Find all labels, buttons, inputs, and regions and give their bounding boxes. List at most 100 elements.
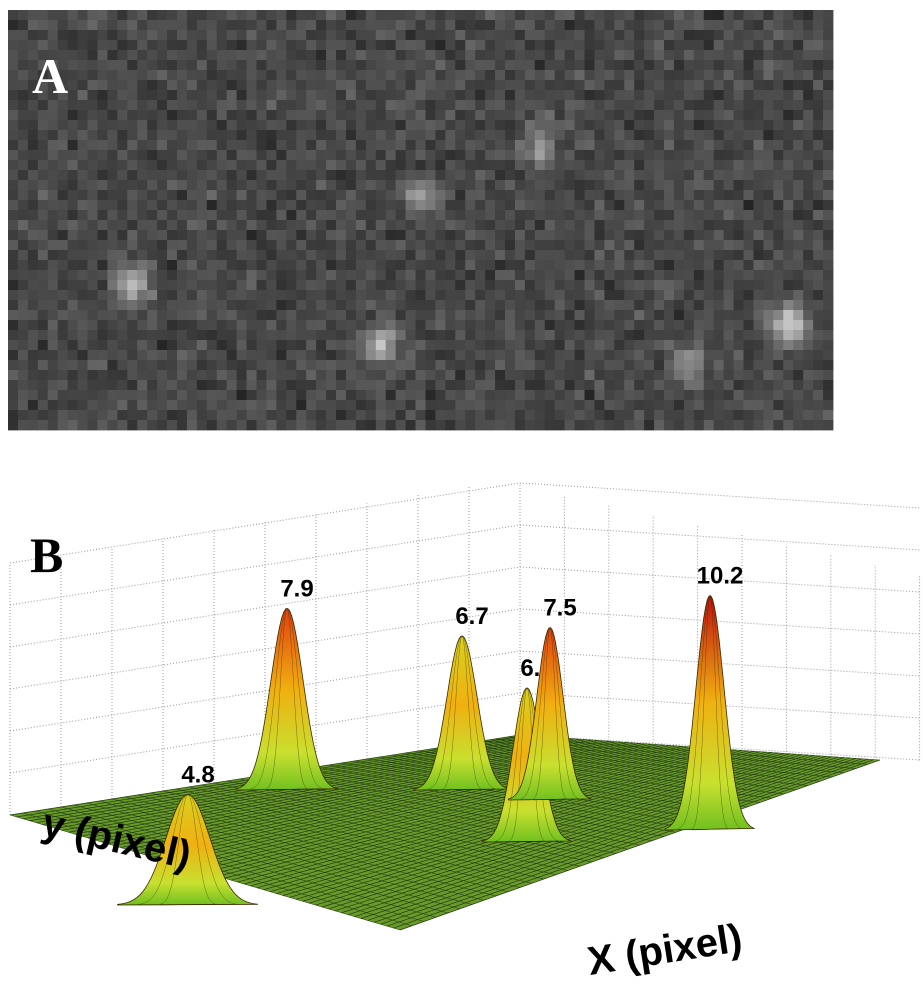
pixel [147, 270, 157, 280]
pixel [386, 380, 396, 390]
pixel [396, 390, 406, 400]
pixel [624, 310, 634, 320]
pixel [237, 200, 247, 210]
pixel [296, 360, 306, 370]
pixel [406, 10, 416, 20]
pixel [435, 280, 445, 290]
pixel [336, 340, 346, 350]
pixel [475, 160, 485, 170]
pixel [734, 240, 744, 250]
pixel [515, 180, 525, 190]
pixel [475, 60, 485, 70]
pixel [107, 170, 117, 180]
pixel [217, 250, 227, 260]
pixel [416, 390, 426, 400]
pixel [107, 370, 117, 380]
pixel [8, 170, 18, 180]
pixel [247, 360, 257, 370]
pixel [207, 210, 217, 220]
pixel [585, 60, 595, 70]
pixel [117, 270, 127, 280]
pixel [396, 140, 406, 150]
pixel [674, 190, 684, 200]
pixel [316, 400, 326, 410]
pixel [753, 160, 763, 170]
pixel [406, 80, 416, 90]
pixel [594, 240, 604, 250]
pixel [654, 110, 664, 120]
pixel [545, 30, 555, 40]
pixel [18, 340, 28, 350]
pixel [614, 250, 624, 260]
pixel [107, 70, 117, 80]
pixel [336, 370, 346, 380]
pixel [753, 190, 763, 200]
pixel [505, 240, 515, 250]
pixel [594, 310, 604, 320]
pixel [88, 410, 98, 420]
pixel [286, 140, 296, 150]
pixel [793, 80, 803, 90]
pixel [455, 220, 465, 230]
pixel [515, 260, 525, 270]
pixel [654, 140, 664, 150]
pixel [694, 270, 704, 280]
pixel [306, 30, 316, 40]
pixel [227, 210, 237, 220]
pixel [326, 40, 336, 50]
pixel [197, 110, 207, 120]
pixel [793, 310, 803, 320]
pixel [237, 350, 247, 360]
pixel [425, 270, 435, 280]
pixel [217, 50, 227, 60]
pixel [585, 260, 595, 270]
pixel [416, 420, 426, 430]
pixel [237, 210, 247, 220]
pixel [247, 170, 257, 180]
pixel [455, 80, 465, 90]
pixel [237, 280, 247, 290]
pixel [336, 40, 346, 50]
pixel [286, 160, 296, 170]
pixel [575, 70, 585, 80]
pixel [803, 280, 813, 290]
pixel [97, 190, 107, 200]
pixel [386, 40, 396, 50]
pixel [475, 360, 485, 370]
pixel [296, 120, 306, 130]
pixel [247, 220, 257, 230]
pixel [644, 190, 654, 200]
pixel [664, 320, 674, 330]
pixel [78, 330, 88, 340]
pixel [127, 10, 137, 20]
pixel [724, 330, 734, 340]
pixel [227, 30, 237, 40]
pixel [366, 400, 376, 410]
pixel [634, 50, 644, 60]
pixel [276, 370, 286, 380]
pixel [485, 100, 495, 110]
pixel [276, 300, 286, 310]
pixel [247, 270, 257, 280]
pixel [475, 270, 485, 280]
pixel [28, 400, 38, 410]
pixel [634, 220, 644, 230]
pixel [654, 280, 664, 290]
pixel [674, 30, 684, 40]
pixel [624, 300, 634, 310]
pixel [684, 420, 694, 430]
pixel [197, 140, 207, 150]
pixel [107, 10, 117, 20]
pixel [525, 130, 535, 140]
pixel [694, 370, 704, 380]
pixel [137, 100, 147, 110]
pixel [137, 300, 147, 310]
pixel [485, 170, 495, 180]
pixel [386, 70, 396, 80]
pixel [744, 240, 754, 250]
pixel [97, 300, 107, 310]
pixel [585, 210, 595, 220]
pixel [187, 320, 197, 330]
pixel [505, 310, 515, 320]
pixel [157, 170, 167, 180]
